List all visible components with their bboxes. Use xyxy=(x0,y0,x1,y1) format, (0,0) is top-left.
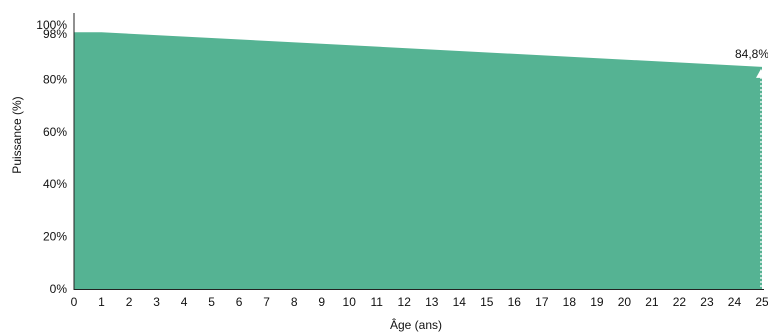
x-tick-label: 4 xyxy=(181,295,188,309)
area-layer xyxy=(74,32,762,290)
x-tick-label: 11 xyxy=(370,295,383,309)
x-tick-label: 16 xyxy=(508,295,522,309)
axis-titles: Âge (ans) Puissance (%) xyxy=(10,96,442,332)
x-tick-label: 1 xyxy=(98,295,105,309)
x-tick-label: 19 xyxy=(590,295,604,309)
y-tick-labels: 0% 20% 40% 60% 80% 98%100% xyxy=(36,18,67,296)
annotation-label: 84,8% xyxy=(735,47,768,61)
y-tick-label: 40% xyxy=(43,177,67,191)
y-tick-label: 100% xyxy=(36,18,67,32)
x-tick-label: 8 xyxy=(291,295,298,309)
annotation-layer: 84,8% xyxy=(735,47,768,287)
x-tick-label: 25 xyxy=(755,295,768,309)
x-tick-label: 15 xyxy=(480,295,494,309)
axis-layer xyxy=(73,13,764,290)
x-tick-label: 5 xyxy=(208,295,215,309)
x-axis-title: Âge (ans) xyxy=(390,317,442,332)
area-series-0 xyxy=(74,32,762,290)
y-tick-label: 0% xyxy=(50,282,68,296)
x-tick-label: 9 xyxy=(318,295,325,309)
x-tick-label: 7 xyxy=(263,295,270,309)
y-axis-title: Puissance (%) xyxy=(10,96,24,173)
x-tick-label: 2 xyxy=(126,295,133,309)
x-tick-label: 18 xyxy=(563,295,577,309)
y-tick-label: 80% xyxy=(43,72,67,86)
x-tick-label: 6 xyxy=(236,295,243,309)
y-tick-label: 20% xyxy=(43,230,67,244)
x-tick-label: 23 xyxy=(700,295,714,309)
x-tick-label: 24 xyxy=(728,295,742,309)
annotation-arrowhead xyxy=(756,68,766,78)
x-tick-label: 20 xyxy=(618,295,632,309)
y-tick-label: 98% xyxy=(43,27,67,41)
x-tick-label: 12 xyxy=(398,295,412,309)
x-tick-label: 22 xyxy=(673,295,687,309)
x-tick-label: 3 xyxy=(153,295,160,309)
x-tick-label: 17 xyxy=(535,295,549,309)
x-tick-label: 10 xyxy=(343,295,357,309)
x-tick-label: 21 xyxy=(645,295,659,309)
x-tick-label: 13 xyxy=(425,295,439,309)
x-tick-label: 14 xyxy=(453,295,467,309)
y-tick-label: 60% xyxy=(43,125,67,139)
x-tick-label: 0 xyxy=(71,295,78,309)
x-tick-labels: 0 1 2 3 4 5 6 7 8 9 10 11 12 13 14 15 16 17 18 19 20 21 22 23 24… xyxy=(71,295,768,309)
